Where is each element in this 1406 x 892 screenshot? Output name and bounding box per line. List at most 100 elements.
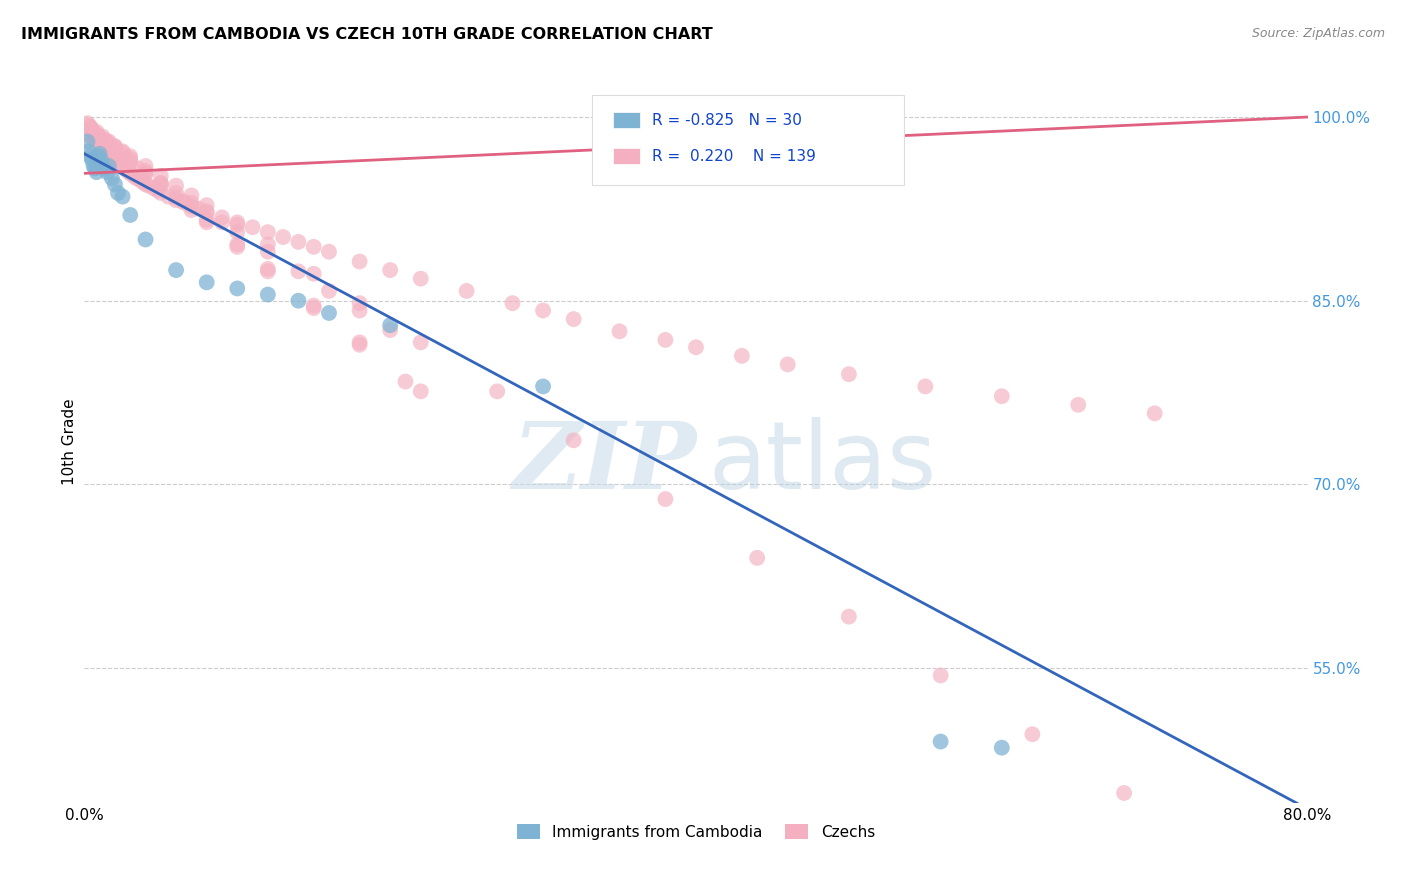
Point (111, 145, 134, 159)
Point (135, 159, 157, 173)
Text: R =  0.220    N = 139: R = 0.220 N = 139 (652, 149, 815, 163)
Point (115, 164, 138, 178)
Point (104, 139, 127, 153)
Point (349, 303, 371, 318)
Point (80, 125, 103, 139)
Point (409, 335, 432, 350)
Point (149, 169, 172, 183)
Point (654, 333, 676, 347)
Point (84, 161, 107, 176)
Point (165, 263, 187, 277)
Legend: Immigrants from Cambodia, Czechs: Immigrants from Cambodia, Czechs (510, 818, 882, 846)
Point (104, 152, 127, 166)
Point (349, 338, 371, 352)
Point (302, 299, 325, 313)
Point (149, 176, 172, 190)
Point (90, 135, 112, 149)
Point (79, 149, 101, 163)
Point (79, 121, 101, 136)
Point (562, 312, 585, 326)
Point (111, 152, 134, 166)
Point (142, 181, 165, 195)
Point (135, 178, 157, 192)
Point (125, 171, 148, 186)
Point (685, 340, 707, 354)
Point (257, 261, 280, 276)
Point (131, 175, 153, 189)
Point (93, 139, 115, 153)
Point (654, 492, 676, 507)
Point (96, 143, 118, 157)
Point (135, 166, 157, 180)
Point (302, 267, 325, 281)
Point (107, 186, 129, 200)
Point (104, 139, 127, 153)
Point (287, 235, 309, 249)
Point (135, 166, 157, 180)
Point (120, 154, 142, 169)
Point (120, 156, 142, 170)
Point (157, 189, 180, 203)
Text: IMMIGRANTS FROM CAMBODIA VS CZECH 10TH GRADE CORRELATION CHART: IMMIGRANTS FROM CAMBODIA VS CZECH 10TH G… (21, 27, 713, 42)
Point (165, 194, 187, 208)
Point (318, 306, 340, 320)
Point (127, 161, 149, 176)
Point (1114, 786, 1136, 800)
Point (486, 384, 509, 399)
Point (101, 148, 124, 162)
Point (226, 240, 249, 254)
Point (349, 254, 371, 268)
Point (98, 146, 121, 161)
Point (120, 208, 142, 222)
Point (104, 178, 127, 192)
Point (173, 194, 195, 209)
Point (120, 149, 142, 163)
Point (122, 169, 145, 183)
Point (104, 146, 127, 161)
Point (79, 120, 101, 134)
Point (86, 129, 108, 144)
Point (271, 230, 294, 244)
Point (173, 195, 195, 210)
Point (91, 132, 114, 146)
Point (89, 146, 111, 161)
Point (87, 149, 110, 163)
Text: atlas: atlas (709, 417, 936, 509)
Point (86, 127, 108, 141)
Point (929, 734, 952, 748)
Point (1021, 727, 1043, 741)
Point (929, 668, 952, 682)
Point (211, 211, 233, 225)
Point (242, 220, 264, 235)
Point (302, 301, 325, 315)
Point (107, 155, 129, 169)
Point (165, 186, 187, 200)
Point (83, 125, 105, 139)
Point (914, 379, 936, 393)
Point (180, 188, 202, 202)
Point (180, 195, 202, 210)
Point (87, 131, 110, 145)
Point (1067, 398, 1090, 412)
Point (456, 284, 478, 298)
Point (103, 150, 125, 164)
Point (1143, 406, 1166, 420)
Point (502, 296, 524, 310)
Point (257, 244, 280, 259)
Point (349, 296, 371, 310)
Text: ZIP: ZIP (512, 418, 696, 508)
Point (394, 375, 416, 389)
Point (180, 203, 202, 218)
Point (90, 153, 112, 167)
Point (838, 367, 860, 381)
Y-axis label: 10th Grade: 10th Grade (62, 398, 77, 485)
Point (562, 434, 585, 448)
Point (89, 129, 111, 144)
Point (226, 225, 249, 239)
Point (287, 264, 309, 278)
Point (257, 287, 280, 301)
Point (149, 186, 172, 200)
Point (165, 191, 187, 205)
Point (96, 142, 118, 156)
Point (135, 164, 157, 178)
